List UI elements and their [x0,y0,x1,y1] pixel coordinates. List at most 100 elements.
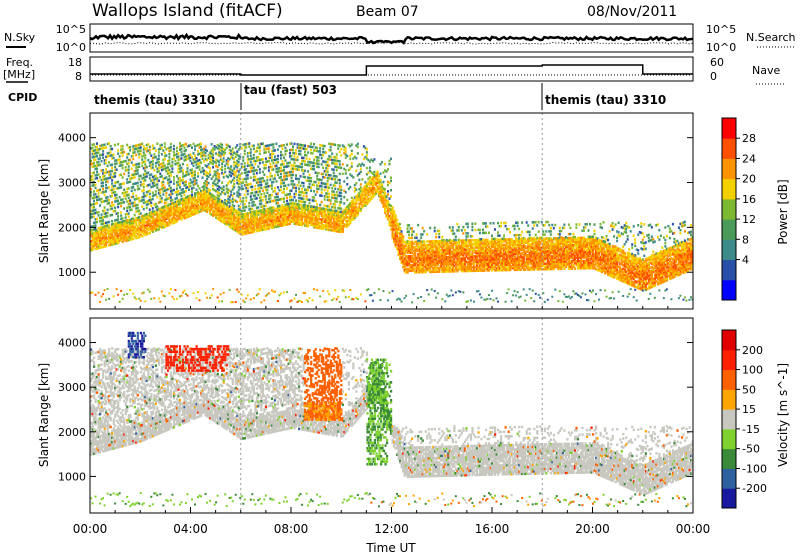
power-cell-4338 [391,213,394,216]
power-cell-967 [148,219,151,222]
power-cell-3786 [337,223,340,226]
power-cell-2434 [248,208,251,211]
power-cell-2746 [267,197,270,201]
power-cell-4335 [391,218,394,222]
power-cell-3360 [308,186,311,189]
power-cell-1618 [192,170,195,174]
power-cell-4614 [417,249,420,252]
power-cell-1758 [203,172,206,176]
power-cell-2537 [254,191,257,194]
power-cell-397 [111,166,114,170]
power-cell-4181 [373,292,376,295]
power-cell-4724 [426,233,429,236]
power-cell-1080 [156,217,159,221]
power-cell-1768 [204,200,207,204]
power-cell-1095 [156,161,159,164]
power-cell-2644 [261,228,265,231]
power-cell-704 [130,173,133,177]
power-cell-4273 [385,201,388,204]
power-cell-669 [129,231,132,234]
power-cell-4705 [424,247,427,250]
power-cell-761 [135,227,138,231]
power-cell-4032 [358,193,361,196]
power-cell-1639 [194,176,197,180]
power-cell-3771 [335,194,338,197]
power-cell-4471 [403,246,406,250]
power-cell-442 [114,175,117,178]
power-cell-4283 [386,208,390,212]
power-cell-4796 [433,261,436,265]
power-cell-4904 [442,255,445,259]
power-cell-172 [99,239,102,242]
power-cell-3050 [288,218,292,222]
power-cell-197 [100,231,103,235]
power-cell-4171 [373,188,376,192]
power-cell-4423 [399,226,402,230]
power-cell-3706 [332,222,335,225]
power-cell-1484 [183,209,186,213]
power-cell-18 [90,175,92,178]
power-cell-482 [117,223,120,227]
power-cell-2596 [258,223,262,227]
power-cell-2301 [239,168,242,171]
power-cell-2511 [252,200,255,204]
power-cell-3013 [285,210,289,214]
power-cell-4714 [426,258,429,261]
power-cell-1436 [180,218,183,221]
power-cell-51 [91,143,94,147]
power-cell-1388 [175,297,178,300]
power-cell-2294 [239,199,242,202]
power-cell-1418 [178,206,182,209]
power-cell-4686 [423,251,426,254]
power-cell-4865 [439,265,442,268]
power-cell-1406 [177,167,180,171]
power-cell-1934 [216,203,219,206]
power-cell-4327 [391,233,394,236]
power-cell-3615 [326,212,329,215]
power-cell-357 [109,227,112,231]
power-cell-3314 [305,206,308,210]
power-cell-2055 [224,207,227,211]
power-cell-2727 [266,185,269,188]
power-cell-2542 [254,169,257,172]
power-cell-798 [136,162,139,166]
power-cell-902 [144,224,147,228]
power-cell-1183 [162,186,165,190]
power-cell-2689 [264,227,268,231]
power-cell-719 [132,217,135,220]
power-cell-153 [97,227,100,230]
power-cell-4636 [418,242,421,245]
power-cell-3485 [317,217,320,221]
power-cell-2370 [243,152,246,156]
power-cell-4711 [426,263,429,267]
power-cell-170 [99,242,102,246]
power-cell-3384 [310,180,313,183]
power-cell-2841 [273,189,276,193]
power-cell-2745 [267,200,270,204]
power-cell-4129 [368,190,372,193]
power-cell-332 [108,231,111,234]
power-cell-767 [135,210,138,213]
power-cell-72 [93,193,96,196]
power-cell-1390 [177,215,180,219]
power-cell-4638 [420,270,423,274]
power-cell-2920 [279,210,283,213]
power-cell-3238 [301,220,304,223]
power-cell-349 [109,241,112,245]
power-cell-3673 [329,199,332,202]
power-cell-3081 [290,198,293,202]
power-cell-3819 [338,185,341,188]
power-cell-3875 [343,180,346,183]
power-cell-4959 [447,248,450,252]
power-cell-1311 [171,216,174,220]
power-cell-4203 [377,194,381,198]
power-cell-4700 [424,258,427,261]
power-cell-1586 [191,206,194,210]
power-cell-2362 [243,202,246,206]
power-cell-4306 [388,162,391,166]
power-cell-4229 [380,199,384,202]
power-cell-2249 [236,150,239,153]
power-cell-710 [132,232,135,235]
power-cell-2479 [251,218,254,221]
power-cell-4933 [445,264,448,268]
